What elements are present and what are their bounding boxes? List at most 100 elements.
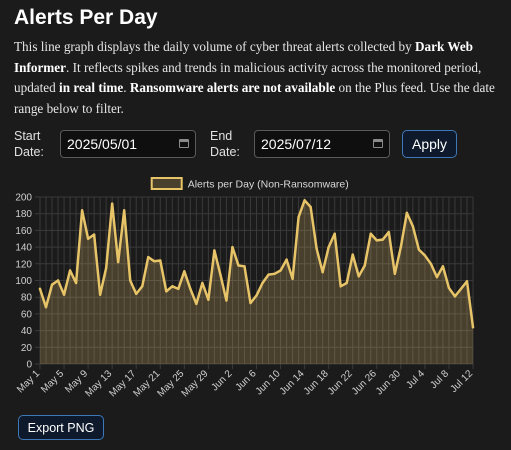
data-point: [237, 264, 240, 267]
data-point: [231, 245, 234, 249]
y-tick-label: 100: [15, 276, 32, 287]
data-point: [297, 215, 300, 219]
data-point: [303, 199, 306, 202]
data-point: [159, 259, 162, 262]
y-tick-label: 20: [21, 343, 33, 354]
data-point: [357, 275, 360, 278]
data-point: [309, 205, 312, 209]
x-tick-label: Jul 12: [448, 368, 475, 395]
data-point: [219, 273, 222, 276]
data-point: [411, 225, 415, 228]
data-point: [122, 209, 126, 212]
data-point: [291, 277, 294, 281]
end-date-input[interactable]: 2025/07/12: [254, 130, 390, 158]
data-point: [189, 287, 192, 291]
data-point: [56, 279, 60, 282]
data-point: [68, 269, 72, 272]
x-tick-label: May 5: [39, 368, 66, 395]
data-point: [327, 245, 330, 249]
data-point: [135, 292, 138, 296]
data-point: [129, 279, 132, 282]
series-area: [40, 200, 473, 364]
data-point: [141, 285, 144, 288]
y-tick-label: 140: [15, 243, 32, 254]
data-point: [285, 258, 288, 261]
data-point: [363, 264, 366, 267]
data-point: [74, 281, 78, 285]
data-point: [104, 266, 108, 270]
data-point: [80, 209, 84, 212]
y-tick-label: 80: [21, 293, 33, 304]
data-point: [38, 287, 42, 291]
y-tick-label: 160: [15, 226, 32, 237]
legend-label: Alerts per Day (Non-Ransomware): [188, 179, 349, 191]
y-tick-label: 200: [15, 193, 32, 204]
data-point: [369, 232, 372, 235]
data-point: [459, 287, 463, 291]
x-tick-label: Jun 30: [374, 368, 403, 397]
y-tick-label: 0: [26, 360, 32, 371]
description: This line graph displays the daily volum…: [14, 39, 495, 116]
data-point: [447, 286, 451, 290]
data-point: [399, 245, 403, 249]
x-tick-label: Jun 10: [254, 368, 283, 397]
x-tick-label: May 29: [180, 368, 211, 399]
data-point: [315, 247, 318, 250]
data-point: [273, 272, 276, 276]
data-point: [453, 295, 457, 298]
data-point: [207, 298, 210, 301]
data-point: [345, 281, 348, 285]
data-point: [183, 270, 186, 273]
calendar-icon[interactable]: [179, 139, 189, 148]
data-point: [261, 281, 264, 285]
data-point: [50, 283, 54, 286]
data-point: [225, 299, 228, 302]
export-png-button[interactable]: Export PNG: [18, 415, 104, 440]
page-title: Alerts Per Day: [14, 6, 158, 29]
x-tick-label: Jun 18: [302, 368, 331, 397]
end-date-value: 2025/07/12: [261, 136, 332, 152]
data-point: [86, 237, 90, 240]
data-point: [177, 287, 180, 291]
start-date-input[interactable]: 2025/05/01: [60, 130, 196, 158]
data-point: [471, 326, 475, 329]
data-point: [393, 272, 397, 276]
data-point: [417, 248, 421, 251]
x-tick-label: Jun 14: [278, 368, 307, 397]
data-point: [351, 253, 354, 256]
data-point: [171, 285, 174, 288]
data-point: [110, 202, 114, 205]
y-tick-label: 180: [15, 209, 32, 220]
data-point: [98, 293, 102, 296]
data-point: [116, 260, 120, 264]
x-tick-label: May 1: [15, 368, 42, 395]
data-point: [429, 262, 433, 265]
data-point: [243, 265, 246, 268]
calendar-icon[interactable]: [373, 139, 383, 148]
data-point: [423, 254, 427, 257]
end-date-label: End Date:: [210, 129, 240, 159]
data-point: [405, 211, 409, 215]
data-point: [381, 238, 384, 241]
data-point: [435, 275, 439, 279]
x-tick-label: Jun 22: [326, 368, 355, 397]
data-point: [92, 233, 96, 236]
start-date-label: Start Date:: [14, 129, 44, 159]
data-point: [62, 293, 66, 296]
data-point: [255, 294, 258, 297]
data-point: [249, 301, 252, 305]
data-point: [333, 232, 336, 235]
y-tick-label: 120: [15, 259, 32, 270]
data-point: [279, 269, 282, 272]
data-point: [387, 230, 391, 234]
x-tick-label: Jun 26: [350, 368, 379, 397]
apply-button[interactable]: Apply: [402, 130, 457, 158]
start-date-value: 2025/05/01: [67, 136, 138, 152]
data-point: [441, 265, 445, 268]
data-point: [201, 281, 204, 285]
data-point: [44, 306, 48, 309]
x-tick-label: Jun 2: [209, 368, 234, 393]
data-point: [339, 285, 342, 288]
legend-swatch: [150, 177, 183, 190]
